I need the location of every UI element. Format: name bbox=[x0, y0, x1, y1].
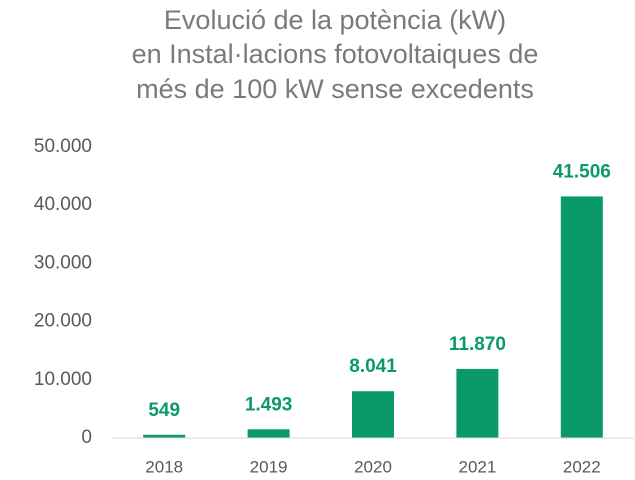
value-label: 549 bbox=[148, 400, 180, 421]
value-label: 1.493 bbox=[245, 394, 293, 415]
bar bbox=[456, 368, 499, 438]
x-tick-label: 2020 bbox=[354, 457, 392, 476]
bar bbox=[560, 196, 603, 438]
x-tick-label: 2022 bbox=[563, 457, 601, 476]
value-label: 8.041 bbox=[349, 356, 397, 377]
chart-title: en Instal·lacions fotovoltaiques de bbox=[132, 39, 539, 69]
value-label: 11.870 bbox=[449, 334, 506, 355]
x-tick-label: 2021 bbox=[458, 457, 496, 476]
x-tick-label: 2019 bbox=[250, 457, 288, 476]
y-tick-label: 40.000 bbox=[34, 194, 92, 215]
chart-title: més de 100 kW sense excedents bbox=[136, 74, 534, 104]
y-tick-label: 0 bbox=[81, 427, 92, 448]
y-tick-label: 20.000 bbox=[34, 311, 92, 332]
bar bbox=[352, 391, 394, 438]
x-tick-label: 2018 bbox=[145, 457, 183, 476]
bar bbox=[143, 434, 186, 438]
y-tick-label: 30.000 bbox=[34, 252, 92, 273]
y-tick-label: 50.000 bbox=[34, 136, 92, 157]
y-tick-label: 10.000 bbox=[34, 369, 92, 390]
chart-title: Evolució de la potència (kW) bbox=[164, 5, 506, 35]
bar bbox=[247, 429, 290, 438]
value-label: 41.506 bbox=[553, 161, 611, 182]
